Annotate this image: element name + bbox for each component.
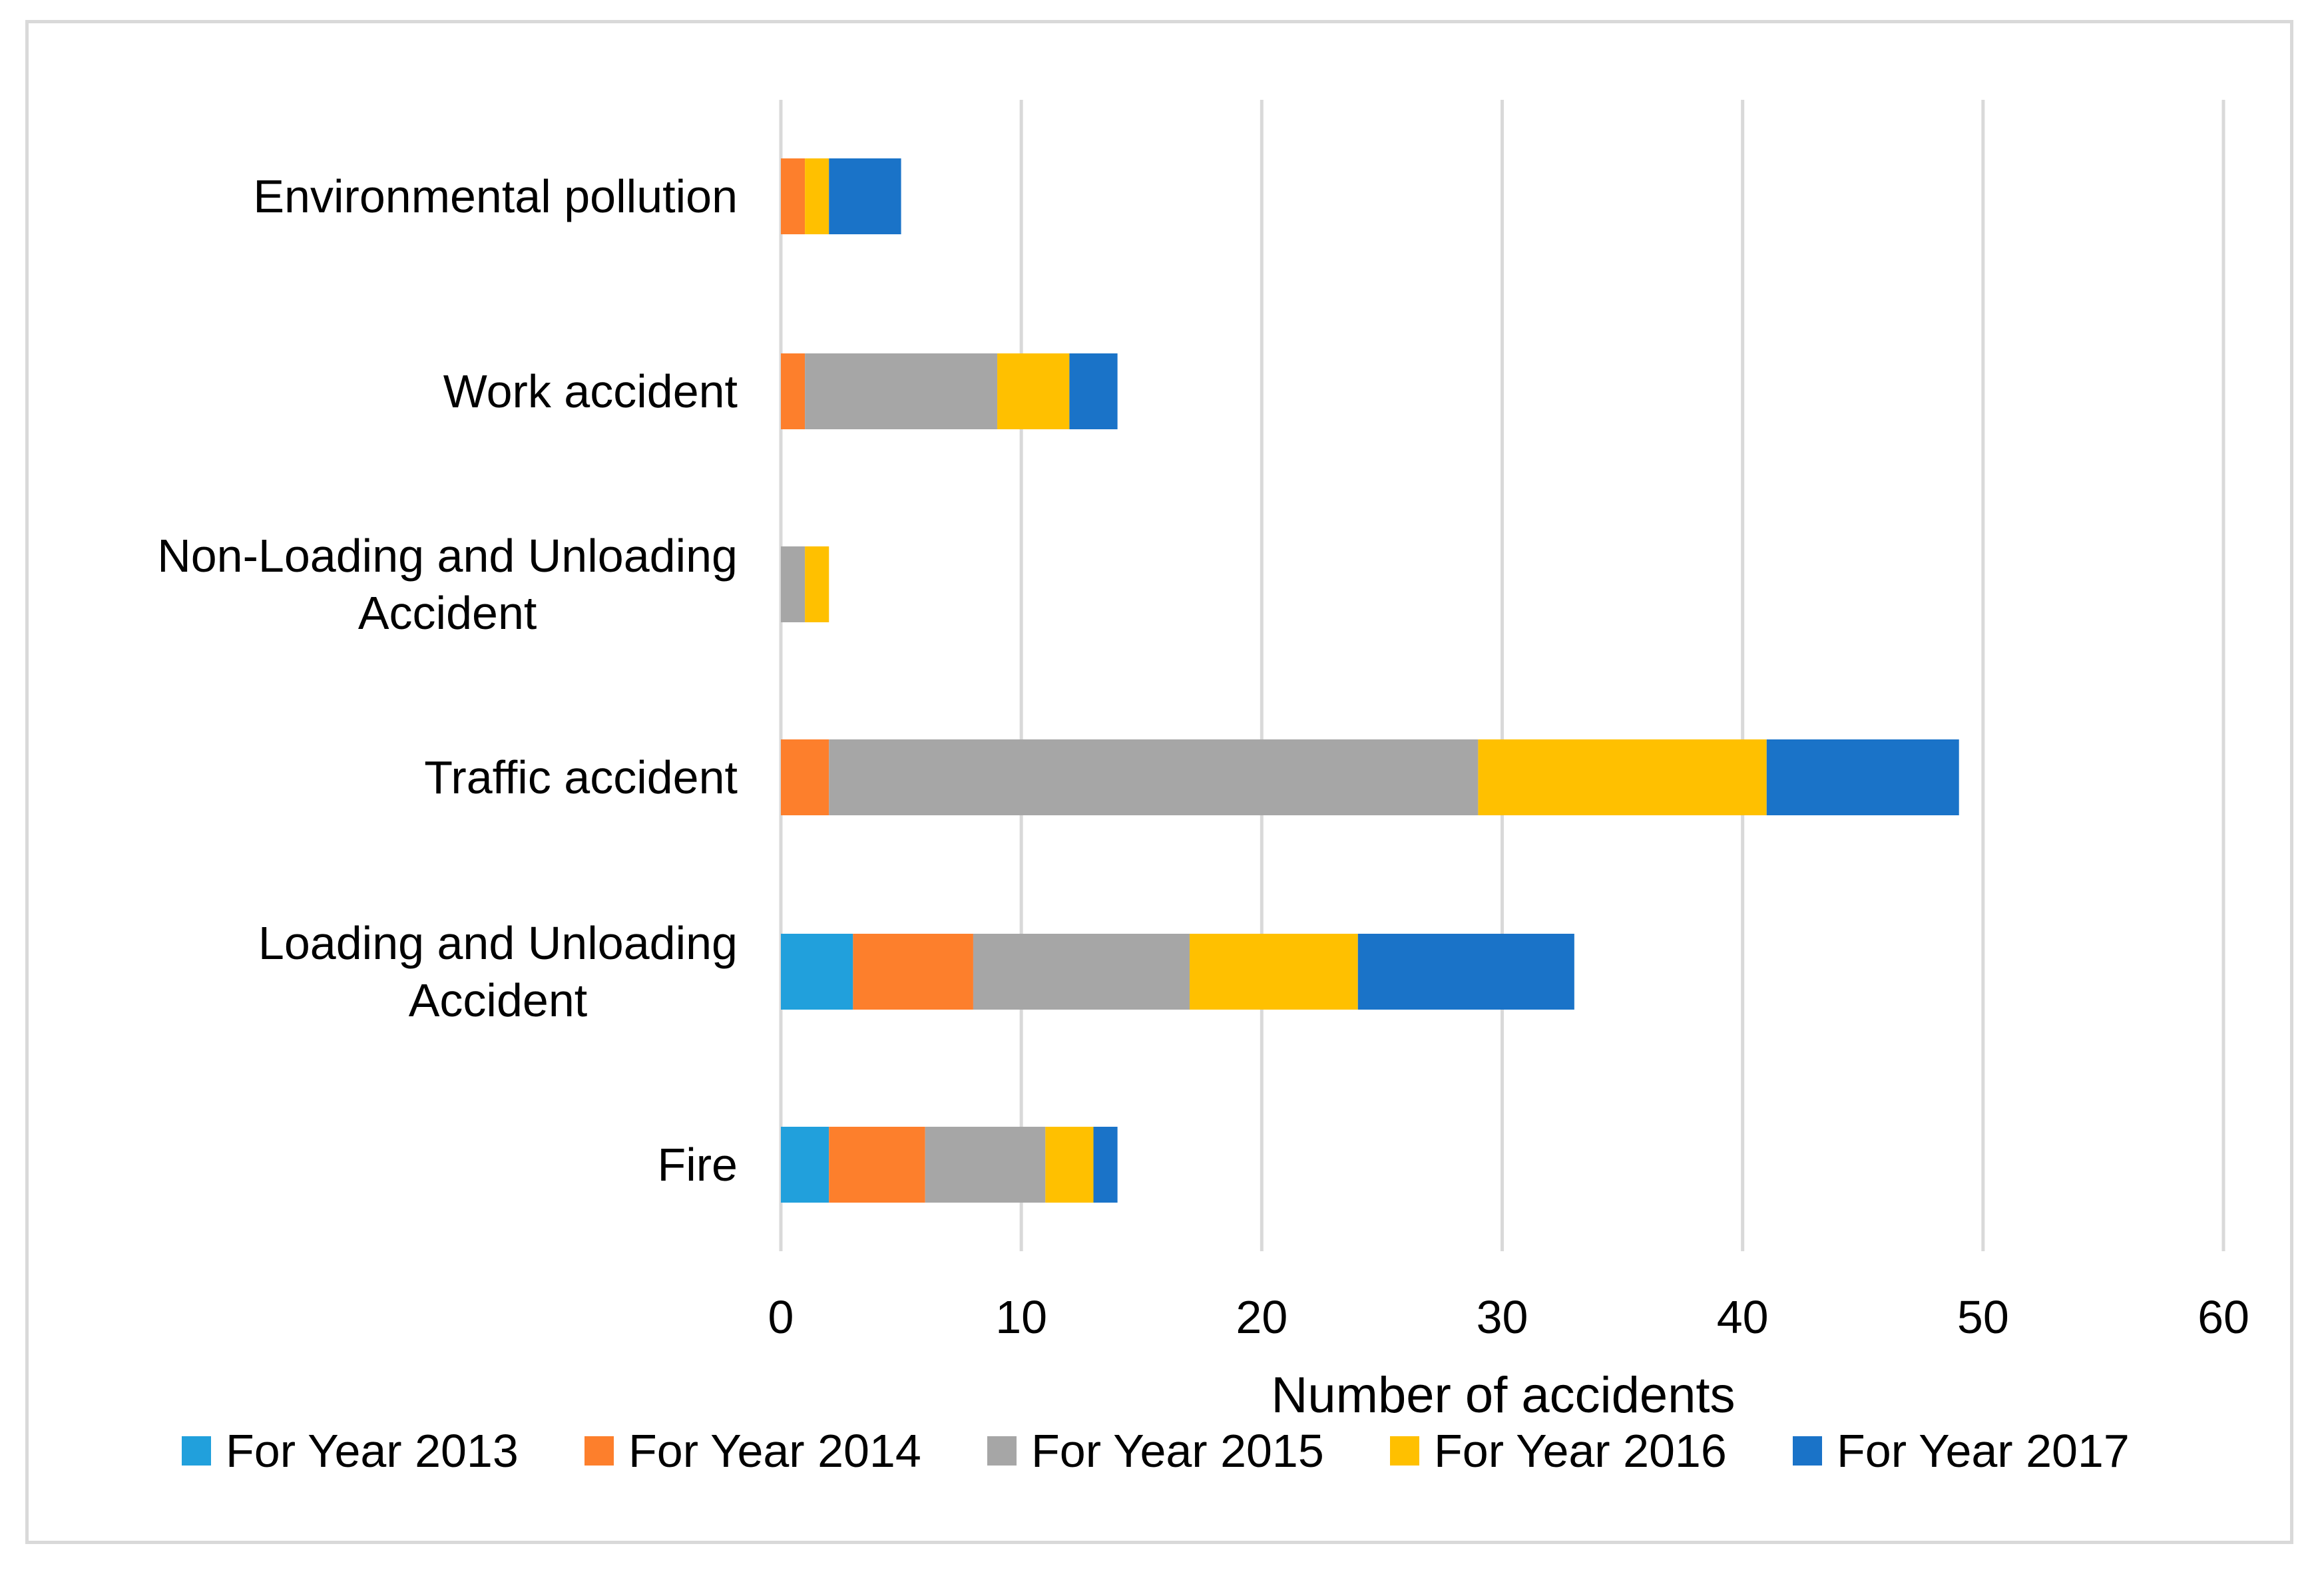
bar-environmental-pollution-for-year-2014: [781, 158, 806, 234]
legend-swatch: [182, 1436, 211, 1466]
bar-loading-and-unloading-accident-for-year-2013: [781, 934, 853, 1010]
bar-non-loading-and-unloading-accident-for-year-2015: [781, 546, 806, 622]
bar-work-accident-for-year-2017: [1069, 353, 1118, 429]
legend-item-for-year-2013: For Year 2013: [182, 1425, 519, 1477]
legend-label: For Year 2013: [226, 1425, 519, 1477]
bar-loading-and-unloading-accident-for-year-2017: [1357, 934, 1574, 1010]
legend-swatch: [584, 1436, 614, 1466]
x-tick-label: 60: [2198, 1291, 2249, 1343]
legend-label: For Year 2015: [1031, 1425, 1324, 1477]
bar-non-loading-and-unloading-accident-for-year-2016: [805, 546, 829, 622]
bar-loading-and-unloading-accident-for-year-2016: [1189, 934, 1358, 1010]
bar-environmental-pollution-for-year-2017: [829, 158, 901, 234]
legend-item-for-year-2017: For Year 2017: [1793, 1425, 2130, 1477]
legend-swatch: [987, 1436, 1017, 1466]
category-label: Traffic accident: [424, 751, 738, 803]
bar-work-accident-for-year-2014: [781, 353, 806, 429]
x-tick-label: 40: [1717, 1291, 1769, 1343]
bar-loading-and-unloading-accident-for-year-2014: [853, 934, 973, 1010]
bar-loading-and-unloading-accident-for-year-2015: [973, 934, 1190, 1010]
x-tick-label: 10: [995, 1291, 1047, 1343]
bar-environmental-pollution-for-year-2016: [805, 158, 829, 234]
gridlines: [779, 100, 2225, 1251]
bars: [781, 158, 1959, 1203]
category-label: Accident: [409, 974, 587, 1026]
legend-label: For Year 2014: [628, 1425, 921, 1477]
category-label: Environmental pollution: [253, 170, 738, 222]
bar-work-accident-for-year-2016: [997, 353, 1070, 429]
bar-fire-for-year-2017: [1093, 1127, 1118, 1203]
x-tick-label: 20: [1236, 1291, 1287, 1343]
legend-label: For Year 2016: [1434, 1425, 1727, 1477]
bar-fire-for-year-2015: [925, 1127, 1046, 1203]
x-tick-label: 50: [1957, 1291, 2009, 1343]
x-tick-label: 30: [1477, 1291, 1528, 1343]
legend: For Year 2013 For Year 2014 For Year 2015 F…: [182, 1425, 2130, 1477]
x-axis-title: Number of accidents: [1272, 1367, 1736, 1424]
x-tick-labels: 0 10 20 30 40 50 60: [768, 1291, 2249, 1343]
legend-swatch: [1390, 1436, 1419, 1466]
category-labels: Environmental pollution Work accident Non-…: [157, 170, 738, 1191]
bar-traffic-accident-for-year-2017: [1766, 739, 1959, 815]
category-label: Accident: [358, 587, 537, 639]
category-label: Non-Loading and Unloading: [157, 530, 738, 582]
x-tick-label: 0: [768, 1291, 794, 1343]
legend-item-for-year-2016: For Year 2016: [1390, 1425, 1727, 1477]
category-label: Work accident: [443, 365, 738, 417]
bar-work-accident-for-year-2015: [805, 353, 998, 429]
bar-fire-for-year-2013: [781, 1127, 829, 1203]
category-label: Fire: [657, 1139, 738, 1191]
bar-traffic-accident-for-year-2016: [1478, 739, 1767, 815]
legend-item-for-year-2015: For Year 2015: [987, 1425, 1324, 1477]
category-label: Loading and Unloading: [258, 917, 738, 969]
bar-fire-for-year-2014: [829, 1127, 925, 1203]
legend-swatch: [1793, 1436, 1822, 1466]
bar-fire-for-year-2016: [1045, 1127, 1094, 1203]
bar-traffic-accident-for-year-2014: [781, 739, 829, 815]
legend-item-for-year-2014: For Year 2014: [584, 1425, 921, 1477]
legend-label: For Year 2017: [1837, 1425, 2130, 1477]
bar-traffic-accident-for-year-2015: [829, 739, 1479, 815]
